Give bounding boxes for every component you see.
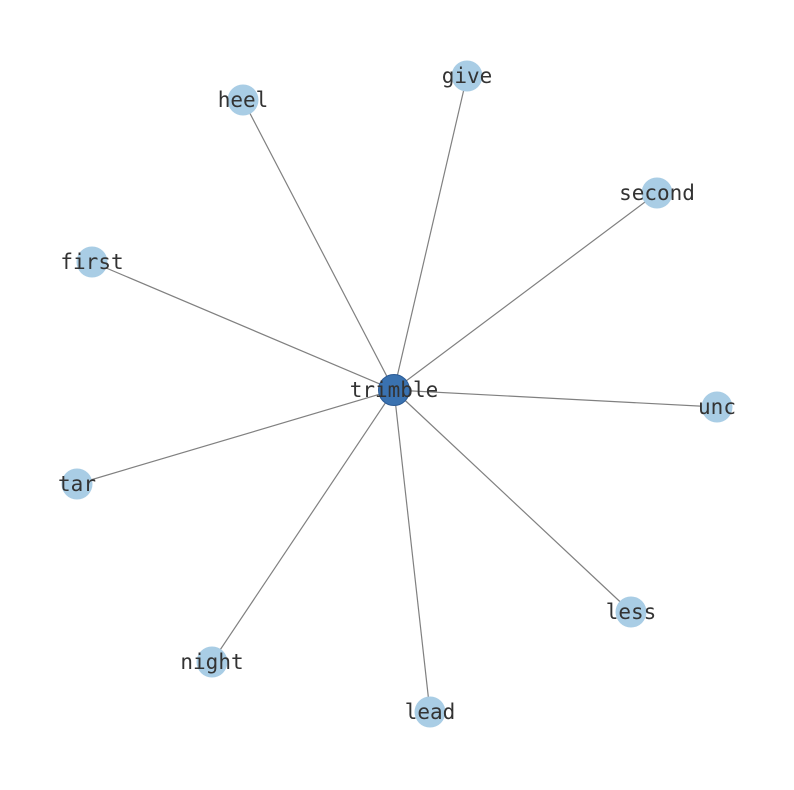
node-less (615, 596, 647, 628)
node-heel (227, 84, 259, 116)
node-tar (61, 468, 93, 500)
edge-trimble-less (393, 389, 632, 613)
node-first (76, 246, 108, 278)
node-label-first: first (60, 250, 123, 274)
edge-trimble-first (91, 261, 395, 391)
node-label-second: second (619, 181, 695, 205)
node-label-heel: heel (218, 88, 269, 112)
edge-trimble-second (393, 192, 658, 391)
node-unc (701, 391, 733, 423)
edge-trimble-unc (393, 389, 718, 408)
node-label-night: night (180, 650, 243, 674)
edge-trimble-night (211, 389, 395, 663)
edge-trimble-give (393, 75, 468, 391)
node-label-trimble: trimble (350, 378, 439, 402)
node-label-unc: unc (698, 395, 736, 419)
node-label-tar: tar (58, 472, 96, 496)
node-give (451, 60, 483, 92)
node-trimble (378, 374, 410, 406)
edge-trimble-lead (393, 389, 431, 713)
node-label-lead: lead (405, 700, 456, 724)
node-night (196, 646, 228, 678)
node-second (641, 177, 673, 209)
node-lead (414, 696, 446, 728)
node-label-less: less (606, 600, 657, 624)
node-label-give: give (442, 64, 493, 88)
edge-trimble-tar (76, 389, 395, 485)
edge-trimble-heel (242, 99, 395, 391)
